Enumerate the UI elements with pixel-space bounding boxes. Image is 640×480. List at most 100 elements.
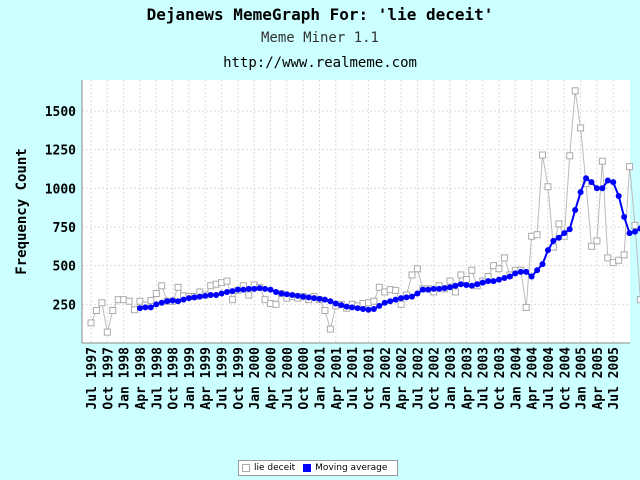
data-point-raw: [593, 237, 601, 245]
x-tick-label: Jul 2004: [542, 347, 557, 410]
data-point-average: [610, 179, 617, 186]
data-point-average: [593, 185, 600, 192]
data-point-raw: [462, 276, 470, 284]
x-tick-label: Jan 2000: [248, 347, 263, 410]
x-tick-label: Jan 2001: [313, 347, 328, 410]
data-point-raw: [326, 325, 334, 333]
data-point-average: [381, 299, 388, 306]
data-point-average: [506, 273, 513, 280]
data-point-raw: [604, 254, 612, 262]
data-point-average: [457, 281, 464, 288]
data-point-raw: [109, 307, 117, 315]
data-point-average: [398, 295, 405, 302]
legend-swatch-raw: [242, 464, 250, 472]
data-point-average: [245, 285, 252, 292]
x-tick-label: Apr 2002: [395, 347, 410, 410]
data-point-average: [360, 305, 366, 312]
data-point-average: [637, 225, 640, 232]
data-point-raw: [566, 152, 574, 160]
x-tick-label: Jan 1998: [118, 347, 133, 410]
data-point-average: [392, 296, 399, 303]
data-point-raw: [98, 299, 106, 307]
x-tick-label: Jan 1999: [183, 347, 198, 410]
data-point-average: [256, 285, 263, 292]
data-point-average: [272, 288, 279, 295]
data-point-average: [512, 270, 519, 277]
data-point-raw: [587, 242, 595, 250]
data-point-average: [376, 302, 383, 309]
data-point-average: [468, 282, 475, 289]
data-point-raw: [152, 289, 160, 297]
data-point-average: [354, 305, 361, 312]
data-point-raw: [544, 183, 552, 191]
y-tick-label: 1000: [45, 182, 76, 197]
data-point-raw: [147, 296, 155, 304]
data-point-raw: [321, 307, 329, 315]
data-point-raw: [500, 254, 508, 262]
data-point-average: [501, 275, 508, 282]
data-point-average: [485, 278, 492, 285]
data-point-raw: [620, 251, 628, 259]
data-point-average: [583, 175, 590, 182]
data-point-raw: [103, 328, 111, 336]
data-point-average: [278, 290, 285, 297]
data-point-average: [164, 298, 171, 305]
data-point-average: [321, 296, 328, 303]
data-point-average: [419, 286, 426, 293]
data-point-average: [463, 281, 470, 288]
data-point-raw: [125, 297, 133, 305]
x-tick-label: Apr 1999: [199, 347, 214, 410]
x-tick-label: Apr 2000: [265, 347, 280, 410]
data-point-average: [136, 305, 143, 312]
legend-label-average: Moving average: [315, 463, 388, 473]
data-point-average: [311, 295, 318, 302]
y-tick-label: 750: [53, 221, 77, 236]
data-point-average: [572, 206, 579, 213]
data-point-raw: [136, 297, 144, 305]
data-point-raw: [451, 288, 459, 296]
data-point-raw: [261, 296, 269, 304]
x-tick-label: Oct 2003: [493, 347, 508, 410]
data-point-average: [343, 303, 350, 310]
legend: lie deceit Moving average: [238, 460, 398, 476]
data-point-average: [430, 285, 437, 292]
data-point-raw: [615, 256, 623, 264]
data-point-average: [544, 247, 551, 254]
data-point-average: [615, 193, 622, 200]
chart-title: Dejanews MemeGraph For: 'lie deceit': [146, 5, 494, 24]
data-point-average: [632, 228, 638, 235]
data-point-average: [300, 293, 307, 300]
data-point-average: [262, 285, 269, 292]
data-point-average: [185, 295, 192, 302]
data-point-raw: [370, 297, 378, 305]
x-tick-label: Jul 2003: [477, 347, 492, 410]
data-point-average: [626, 230, 633, 237]
x-tick-label: Jul 1998: [150, 347, 165, 410]
data-point-average: [414, 290, 421, 297]
legend-label-raw: lie deceit: [254, 463, 296, 473]
x-tick-labels: Jul 1997 Oct 1997 Jan 1998 Apr 1998 Jul 1998…: [85, 347, 622, 410]
data-point-raw: [87, 319, 95, 327]
data-point-raw: [174, 283, 182, 291]
x-tick-label: Oct 1997: [101, 347, 116, 410]
x-tick-label: Oct 2002: [428, 347, 443, 410]
data-point-average: [447, 284, 454, 291]
data-point-average: [349, 304, 356, 311]
data-point-average: [621, 213, 628, 220]
data-point-average: [539, 261, 546, 268]
x-tick-label: Jan 2004: [509, 347, 524, 410]
y-tick-label: 1500: [45, 105, 76, 120]
source-url[interactable]: http://www.realmeme.com: [223, 55, 417, 71]
data-point-average: [577, 189, 584, 196]
data-point-average: [479, 279, 486, 286]
data-point-average: [224, 288, 230, 295]
x-tick-label: Oct 1999: [232, 347, 247, 410]
data-point-raw: [272, 300, 280, 308]
data-point-average: [283, 291, 290, 298]
data-point-raw: [522, 303, 530, 311]
data-point-average: [496, 276, 502, 283]
y-axis-label: Frequency Count: [14, 148, 30, 274]
y-tick-labels: 250 500 750 1000 1250 1500: [45, 105, 76, 313]
data-point-average: [555, 234, 562, 241]
data-point-raw: [228, 296, 236, 304]
